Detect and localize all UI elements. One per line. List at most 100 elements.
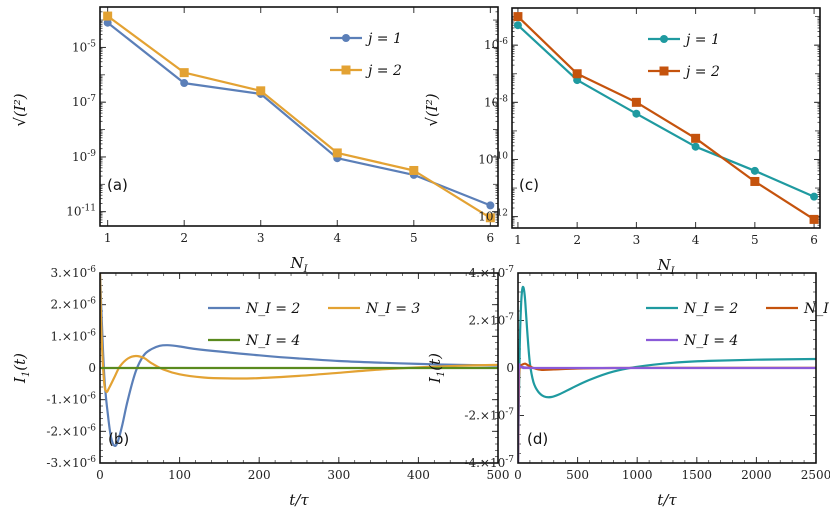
data-point-circle <box>632 109 641 118</box>
x-tick-label: 400 <box>407 468 430 482</box>
plot-frame <box>99 272 499 464</box>
series-line-2 <box>100 273 498 394</box>
x-tick-label: 2000 <box>741 468 772 482</box>
y-tick-label: 0 <box>506 361 514 375</box>
x-tick-label: 300 <box>327 468 350 482</box>
legend-label: N_I = 4 <box>683 333 738 349</box>
data-point-circle <box>691 142 700 151</box>
plot-area <box>517 15 815 221</box>
y-tick-label: -4.×10-7 <box>464 455 514 470</box>
x-axis-label: NI <box>289 254 308 275</box>
legend: j = 1 j = 2 <box>648 32 720 80</box>
x-tick-label: 2 <box>573 233 581 247</box>
plot-area <box>100 273 498 447</box>
data-point-square <box>572 69 582 79</box>
data-point-square <box>809 214 819 224</box>
y-tick-label: 3.×10-6 <box>50 265 96 280</box>
series-line-2 <box>107 15 491 219</box>
legend-label: j = 1 <box>365 31 402 47</box>
legend-marker-circle <box>660 35 668 43</box>
x-tick-label: 0 <box>514 468 522 482</box>
x-tick-label: 200 <box>248 468 271 482</box>
legend-marker-square <box>341 65 351 75</box>
x-tick-label: 4 <box>692 233 700 247</box>
panel-d: 4.×10-72.×10-70-2.×10-7-4.×10-70 500 1000 1… <box>426 265 830 509</box>
y-tick-label: 2.×10-6 <box>50 297 96 312</box>
data-point-square <box>256 86 266 96</box>
y-tick-label: -1.×10-6 <box>46 392 96 407</box>
y-axis-label: I1(t) <box>426 353 447 384</box>
data-point-circle <box>486 201 495 210</box>
y-tick-label: 10-8 <box>484 94 508 109</box>
data-point-square <box>513 12 523 22</box>
legend: j = 1 j = 2 <box>330 31 402 79</box>
x-tick-label: 1 <box>514 233 522 247</box>
plot-area <box>107 15 491 219</box>
x-axis-label: t/τ <box>289 491 309 509</box>
data-point-square <box>409 165 419 175</box>
series-line-2 <box>517 15 815 221</box>
y-tick-label: 10-10 <box>478 151 508 166</box>
legend-label: N_I = 4 <box>245 333 300 349</box>
x-tick-label: 100 <box>168 468 191 482</box>
legend-label: N_I = 3 <box>803 301 830 317</box>
legend: N_I = 2 N_I = 3 N_I = 4 <box>646 301 830 349</box>
x-tick-label: 6 <box>810 233 818 247</box>
data-point-circle <box>750 166 759 175</box>
data-point-square <box>691 133 701 143</box>
y-tick-label: 10-9 <box>72 149 96 164</box>
y-axis-label: I1(t) <box>11 353 32 384</box>
series-line-1 <box>517 24 815 198</box>
panel-label: (c) <box>519 176 539 194</box>
series-line-1 <box>107 21 491 207</box>
panel-label: (b) <box>108 430 129 448</box>
y-tick-label: 1.×10-6 <box>50 328 96 343</box>
data-point-circle <box>810 192 819 201</box>
plot-frame <box>517 272 817 464</box>
x-axis-label: t/τ <box>657 491 677 509</box>
plot-area <box>518 285 816 463</box>
legend-label: N_I = 3 <box>365 301 420 317</box>
x-tick-label: 5 <box>751 233 759 247</box>
y-tick-label: 0 <box>88 361 96 375</box>
x-tick-label: 1000 <box>622 468 653 482</box>
x-tick-label: 2500 <box>801 468 830 482</box>
x-tick-label: 6 <box>487 231 495 245</box>
series-line-1 <box>100 273 498 447</box>
data-point-circle <box>103 18 112 27</box>
legend-label: N_I = 2 <box>245 301 300 317</box>
panel-a: 10-5 10-7 10-9 10-11 1 2 3 4 5 6 j = 1 j = 2 (a) NI √(… <box>11 6 499 275</box>
data-point-square <box>332 148 342 158</box>
x-tick-label: 3 <box>633 233 641 247</box>
data-point-square <box>750 176 760 186</box>
legend: N_I = 2 N_I = 3 N_I = 4 <box>208 301 420 349</box>
panel-label: (d) <box>527 430 548 448</box>
series-line-3 <box>518 363 816 463</box>
y-tick-label: 10-6 <box>484 37 508 52</box>
series-line-1 <box>518 285 816 463</box>
panel-label: (a) <box>107 176 128 194</box>
x-tick-label: 500 <box>566 468 589 482</box>
legend-label: j = 1 <box>683 32 720 48</box>
x-tick-label: 1500 <box>682 468 713 482</box>
y-tick-label: 4.×10-7 <box>468 265 514 280</box>
data-point-circle <box>180 79 189 88</box>
x-axis-label: NI <box>656 256 675 277</box>
x-tick-label: 0 <box>96 468 104 482</box>
y-tick-label: 10-11 <box>66 204 96 219</box>
legend-marker-circle <box>342 34 350 42</box>
y-tick-label: -2.×10-6 <box>46 423 96 438</box>
x-tick-label: 5 <box>410 231 418 245</box>
legend-marker-square <box>659 66 669 76</box>
data-point-square <box>179 68 189 78</box>
legend-label: N_I = 2 <box>683 301 738 317</box>
y-tick-label: -2.×10-7 <box>464 408 514 423</box>
x-tick-label: 500 <box>487 468 510 482</box>
plot-frame <box>511 7 821 229</box>
y-tick-label: 2.×10-7 <box>468 313 514 328</box>
y-axis-label: √(I²) <box>11 93 29 126</box>
x-tick-label: 1 <box>104 231 112 245</box>
x-tick-label: 2 <box>180 231 188 245</box>
data-point-square <box>485 213 495 223</box>
